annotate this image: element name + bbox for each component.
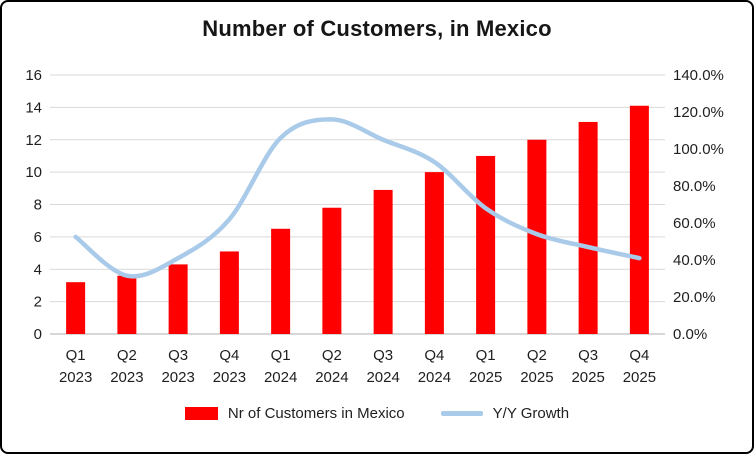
- right-axis-tick-label: 120.0%: [673, 104, 724, 121]
- legend-item-customers: Nr of Customers in Mexico: [184, 405, 405, 422]
- x-axis-label-year: 2025: [623, 369, 656, 386]
- left-axis-tick-label: 12: [25, 132, 42, 149]
- x-axis-label-quarter: Q1: [476, 347, 496, 364]
- bar: [373, 189, 393, 334]
- x-axis-label-year: 2023: [161, 369, 194, 386]
- x-axis-label-year: 2023: [59, 369, 92, 386]
- legend-bar-swatch: [184, 407, 218, 420]
- right-axis-tick-label: 60.0%: [673, 215, 716, 232]
- right-axis-tick-label: 100.0%: [673, 141, 724, 158]
- x-axis-label-year: 2023: [213, 369, 246, 386]
- bar: [424, 172, 444, 334]
- x-axis-label-year: 2024: [418, 369, 451, 386]
- x-axis-label-quarter: Q4: [219, 347, 239, 364]
- chart-title: Number of Customers, in Mexico: [202, 16, 552, 41]
- bar: [219, 251, 239, 334]
- left-axis-tick-label: 8: [34, 197, 42, 214]
- x-axis-label-quarter: Q3: [578, 347, 598, 364]
- x-axis-label-year: 2024: [366, 369, 399, 386]
- legend-item-growth: Y/Y Growth: [440, 405, 570, 422]
- left-axis-tick-label: 0: [34, 326, 42, 343]
- right-axis-tick-label: 40.0%: [673, 252, 716, 269]
- bar: [629, 105, 649, 334]
- x-axis-label-year: 2024: [315, 369, 348, 386]
- x-axis-label-year: 2024: [264, 369, 297, 386]
- left-axis-tick-label: 4: [34, 261, 42, 278]
- bar: [117, 275, 137, 334]
- x-axis-label-quarter: Q3: [373, 347, 393, 364]
- x-axis-label-year: 2025: [571, 369, 604, 386]
- x-axis-label-quarter: Q1: [271, 347, 291, 364]
- bar: [271, 228, 291, 334]
- x-axis-label-quarter: Q2: [117, 347, 137, 364]
- x-axis-label-quarter: Q3: [168, 347, 188, 364]
- legend-label-growth: Y/Y Growth: [492, 405, 570, 422]
- x-axis-label-year: 2023: [110, 369, 143, 386]
- bar: [66, 282, 86, 334]
- x-axis-label-year: 2025: [520, 369, 553, 386]
- left-axis-tick-label: 2: [34, 294, 42, 311]
- x-axis-label-quarter: Q1: [66, 347, 86, 364]
- bar: [476, 155, 496, 334]
- right-axis-tick-label: 80.0%: [673, 178, 716, 195]
- x-axis-label-quarter: Q2: [527, 347, 547, 364]
- legend-label-customers: Nr of Customers in Mexico: [227, 405, 405, 422]
- left-axis-tick-label: 10: [25, 164, 42, 181]
- left-axis-tick-label: 6: [34, 229, 42, 246]
- bar: [527, 139, 547, 334]
- x-axis-label-year: 2025: [469, 369, 502, 386]
- x-axis-label-quarter: Q4: [629, 347, 649, 364]
- right-axis-tick-label: 140.0%: [673, 67, 724, 84]
- bar: [168, 264, 188, 334]
- right-axis-tick-label: 20.0%: [673, 289, 716, 306]
- x-axis-label-quarter: Q2: [322, 347, 342, 364]
- legend-line-swatch: [440, 411, 483, 416]
- growth-line: [73, 117, 642, 279]
- x-axis-label-quarter: Q4: [424, 347, 444, 364]
- chart-legend: Nr of Customers in Mexico Y/Y Growth: [2, 405, 752, 422]
- bar: [322, 207, 342, 334]
- right-axis-tick-label: 0.0%: [673, 326, 707, 343]
- bar: [578, 121, 598, 334]
- left-axis-tick-label: 14: [25, 99, 42, 116]
- left-axis-tick-label: 16: [25, 67, 42, 84]
